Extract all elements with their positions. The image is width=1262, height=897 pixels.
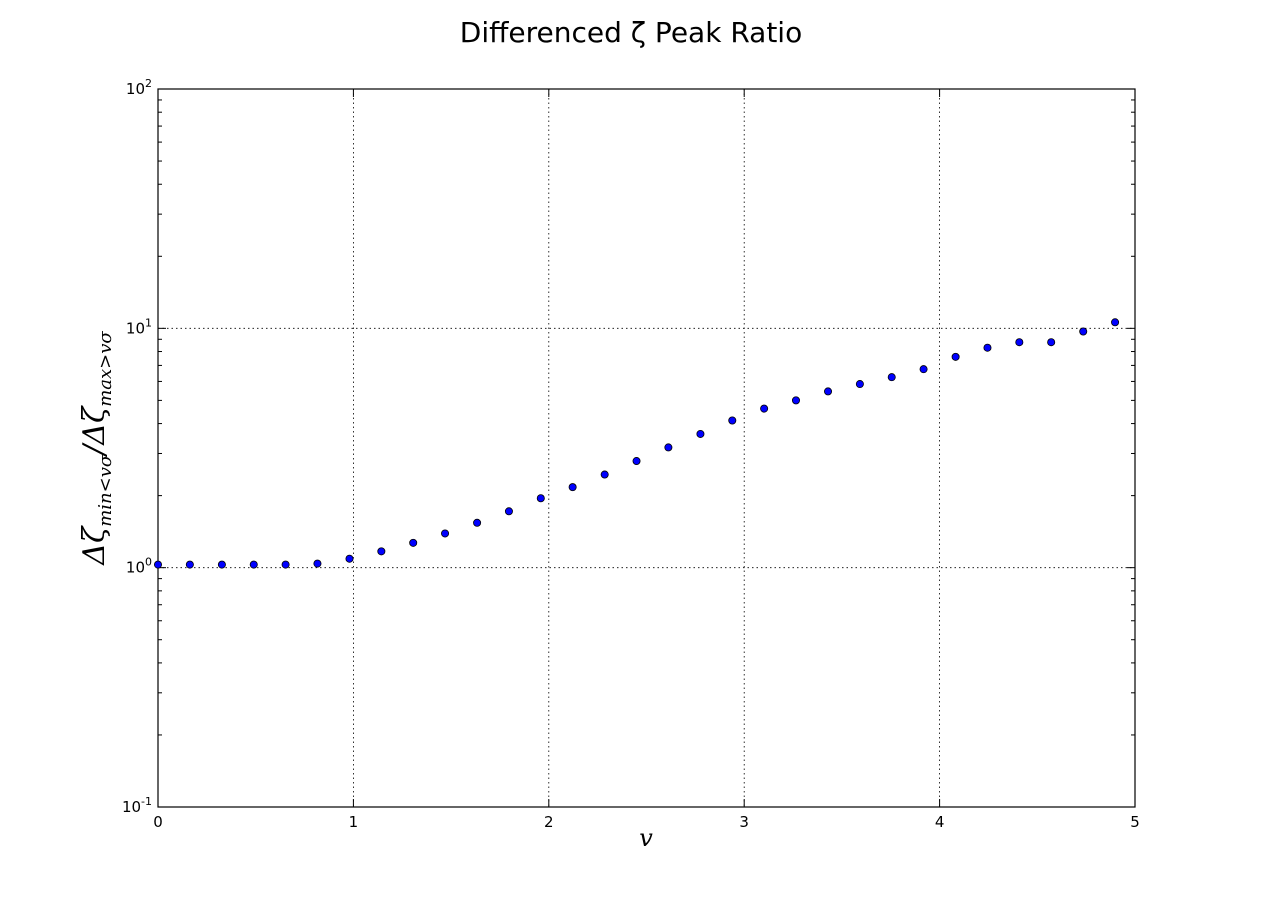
- data-point: [887, 373, 896, 382]
- data-point: [345, 554, 354, 563]
- data-point: [1079, 327, 1088, 336]
- y-label-delta-max: Δζ: [77, 405, 112, 446]
- data-point: [632, 457, 641, 466]
- x-tick-label: 4: [935, 813, 945, 831]
- x-tick-label: 2: [544, 813, 554, 831]
- chart-title: Differenced ζ Peak Ratio: [460, 16, 802, 49]
- data-point: [664, 443, 673, 452]
- data-point: [760, 404, 769, 413]
- y-axis-label: Δζmin<vσ/Δζmax>vσ: [77, 331, 116, 566]
- data-point: [153, 560, 162, 569]
- svg-text:Δζmin<vσ/Δζmax>vσ: Δζmin<vσ/Δζmax>vσ: [77, 331, 116, 566]
- x-tick-label: 5: [1130, 813, 1140, 831]
- x-tick-label: 1: [349, 813, 359, 831]
- data-point: [1047, 338, 1056, 347]
- data-point: [441, 529, 450, 538]
- data-point: [313, 559, 322, 568]
- major-ticks: [157, 88, 1136, 808]
- x-axis-label: v: [639, 824, 653, 852]
- grid: [158, 89, 1135, 807]
- data-point: [504, 507, 513, 516]
- data-point: [536, 494, 545, 503]
- data-point: [281, 560, 290, 569]
- data-point: [409, 538, 418, 547]
- y-tick-labels: 10-1 100 101 102: [122, 77, 152, 816]
- minor-ticks: [158, 99, 1135, 736]
- data-point: [473, 518, 482, 527]
- data-point: [185, 560, 194, 569]
- x-tick-label: 0: [153, 813, 163, 831]
- data-point: [568, 483, 577, 492]
- data-point: [600, 470, 609, 479]
- y-label-sub-min: min<vσ: [95, 454, 116, 527]
- data-point: [951, 352, 960, 361]
- y-label-sub-max: max>vσ: [95, 331, 116, 407]
- data-point: [1015, 338, 1024, 347]
- data-point: [1111, 318, 1120, 327]
- y-tick-label: 100: [126, 556, 152, 577]
- data-point: [728, 416, 737, 425]
- x-tick-label: 3: [739, 813, 749, 831]
- y-label-slash: /: [77, 442, 112, 458]
- data-point: [696, 429, 705, 438]
- y-tick-label: 101: [126, 316, 152, 337]
- data-point: [919, 365, 928, 374]
- data-point: [217, 560, 226, 569]
- data-point: [377, 547, 386, 556]
- x-tick-labels: 0 1 2 3 4 5: [153, 813, 1140, 831]
- data-point: [824, 387, 833, 396]
- data-point: [855, 380, 864, 389]
- y-tick-label: 10-1: [122, 795, 152, 816]
- data-point: [983, 343, 992, 352]
- y-label-delta-min: Δζ: [77, 525, 112, 566]
- data-point: [791, 396, 800, 405]
- scatter-points: [153, 318, 1120, 569]
- plot-frame: [157, 88, 1136, 808]
- data-point: [249, 560, 258, 569]
- y-tick-label: 102: [126, 77, 152, 98]
